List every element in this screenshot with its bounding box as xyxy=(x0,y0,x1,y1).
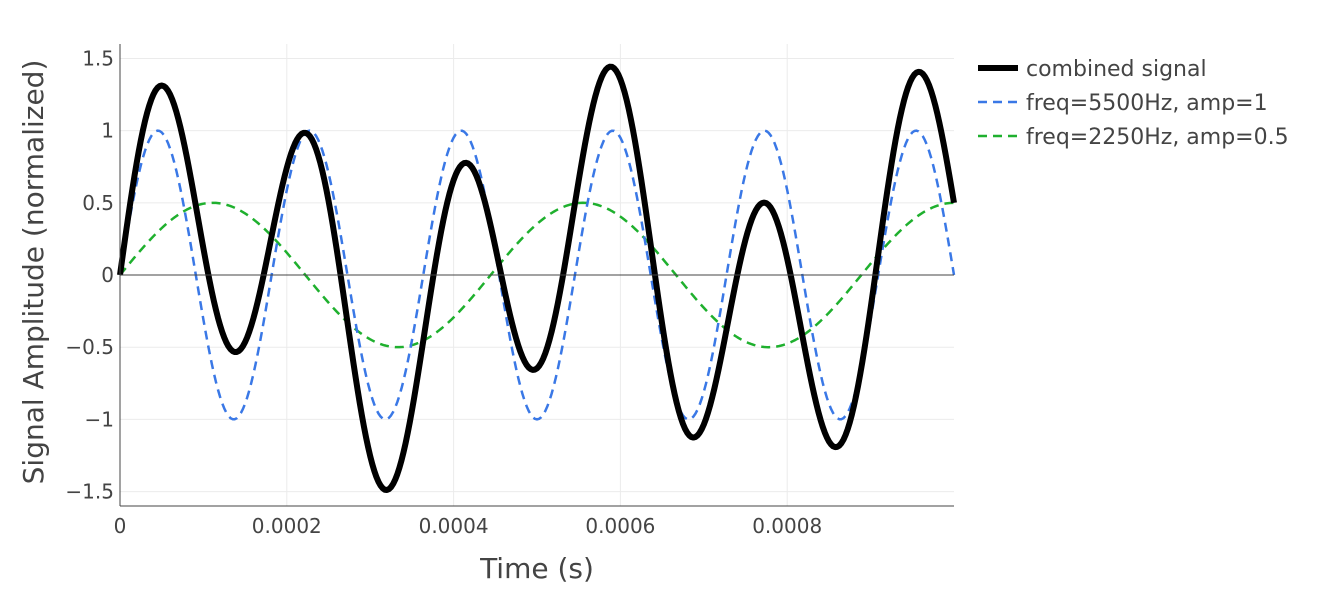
x-axis-title: Time (s) xyxy=(479,552,594,585)
y-tick-label: −1 xyxy=(85,407,114,431)
y-tick-label: 1 xyxy=(101,119,114,143)
x-tick-label: 0.0002 xyxy=(252,514,322,538)
x-tick-label: 0 xyxy=(114,514,127,538)
tick-labels: 1.510.50−0.5−1−1.50 0.0002 0.0004 0.0006 0.0… xyxy=(65,46,822,538)
y-tick-label: 0 xyxy=(101,263,114,287)
series-layer xyxy=(117,63,957,493)
x-tick-label: 0.0008 xyxy=(752,514,822,538)
y-tick-label: 0.5 xyxy=(82,191,114,215)
y-tick-label: −1.5 xyxy=(65,480,114,504)
x-tick-label: 0.0006 xyxy=(585,514,655,538)
y-tick-label: −0.5 xyxy=(65,335,114,359)
legend-label: freq=2250Hz, amp=0.5 xyxy=(1026,125,1289,150)
legend-label: freq=5500Hz, amp=1 xyxy=(1026,91,1268,116)
series-line xyxy=(118,129,956,421)
y-tick-label: 1.5 xyxy=(82,46,114,70)
x-tick-label: 0.0004 xyxy=(419,514,489,538)
axes xyxy=(119,44,954,507)
legend: combined signal freq=5500Hz, amp=1 freq=22… xyxy=(978,57,1289,150)
series-line xyxy=(119,201,955,349)
legend-label: combined signal xyxy=(1026,57,1207,82)
y-axis-title: Signal Amplitude (normalized) xyxy=(17,60,50,485)
series-line xyxy=(117,63,957,493)
